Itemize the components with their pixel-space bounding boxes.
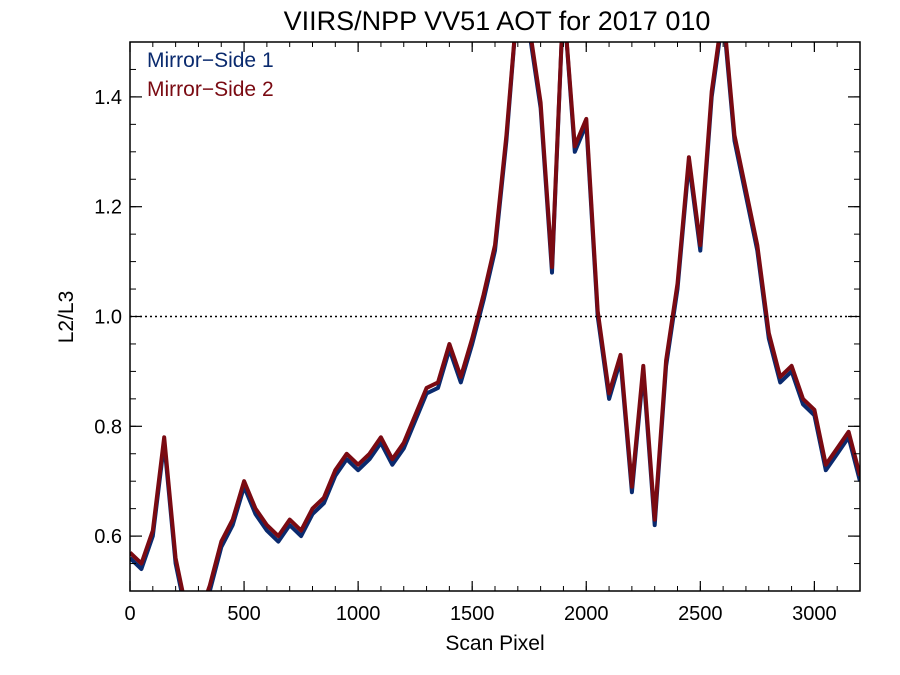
x-tick-label: 1000 — [336, 603, 381, 625]
legend-entry-mirror-side-2: Mirror−Side 2 — [147, 78, 274, 101]
legend-entry-mirror-side-1: Mirror−Side 1 — [147, 49, 274, 72]
series-line-2 — [130, 42, 860, 591]
series-layer — [130, 42, 860, 591]
tick-layer: 0 500 1000 1500 2000 2500 3000 0.6 0.8 1.0 1.2 1.4 — [94, 41, 861, 625]
x-tick-label: 0 — [124, 603, 135, 625]
chart-title: VIIRS/NPP VV51 AOT for 2017 010 — [284, 6, 711, 36]
x-tick-label: 2500 — [678, 603, 723, 625]
x-tick-label: 500 — [227, 603, 260, 625]
x-tick-label: 1500 — [450, 603, 495, 625]
y-tick-label: 1.4 — [94, 87, 122, 109]
y-tick-label: 1.0 — [94, 307, 122, 329]
y-axis-label: L2/L3 — [55, 291, 78, 344]
x-axis-label: Scan Pixel — [445, 632, 544, 655]
x-tick-label: 3000 — [792, 603, 837, 625]
x-tick-label: 2000 — [564, 603, 609, 625]
y-tick-label: 1.2 — [94, 197, 122, 219]
y-tick-label: 0.6 — [94, 526, 122, 548]
y-tick-label: 0.8 — [94, 416, 122, 438]
